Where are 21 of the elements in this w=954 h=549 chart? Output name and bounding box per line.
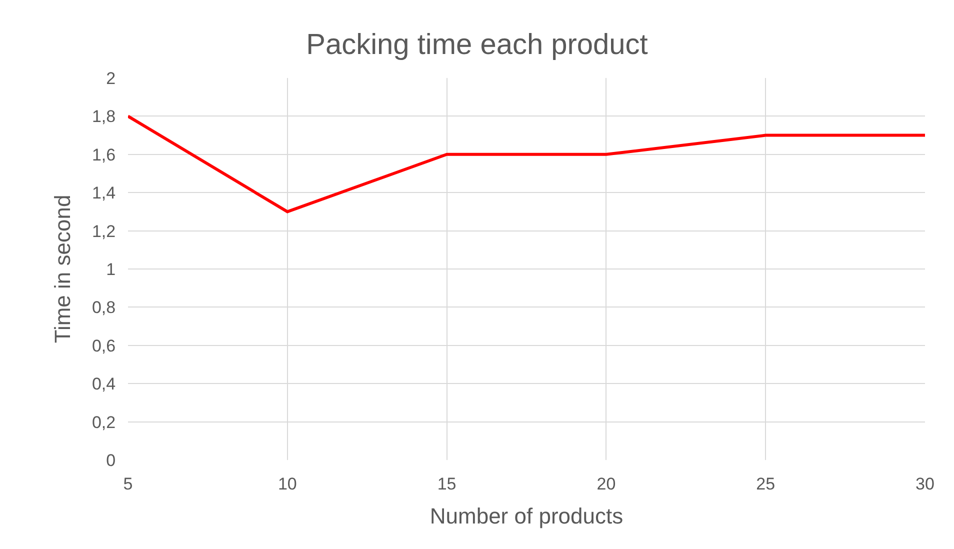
y-tick-label: 0 xyxy=(106,450,116,470)
y-tick-label: 0,6 xyxy=(92,336,116,356)
y-tick-label: 1,8 xyxy=(92,107,116,126)
y-tick-label: 0,4 xyxy=(92,374,116,394)
y-tick-label: 1,2 xyxy=(92,222,116,241)
chart-title: Packing time each product xyxy=(306,29,648,62)
x-tick-label: 15 xyxy=(437,474,456,494)
x-tick-label: 30 xyxy=(916,474,934,494)
y-tick-label: 0,8 xyxy=(92,298,116,318)
y-tick-label: 1,6 xyxy=(92,145,116,164)
x-tick-label: 25 xyxy=(756,474,776,494)
y-tick-label: 1 xyxy=(106,260,116,279)
line-series xyxy=(128,114,925,214)
x-tick-label: 10 xyxy=(278,474,297,494)
y-tick-label: 0,2 xyxy=(92,412,116,432)
x-axis-title: Number of products xyxy=(430,503,624,528)
x-tick-label: 5 xyxy=(123,474,133,494)
y-tick-label: 1,4 xyxy=(92,184,116,203)
y-tick-label: 2 xyxy=(106,68,116,88)
x-tick-label: 20 xyxy=(596,474,616,494)
y-axis-title: Time in second xyxy=(50,194,75,344)
